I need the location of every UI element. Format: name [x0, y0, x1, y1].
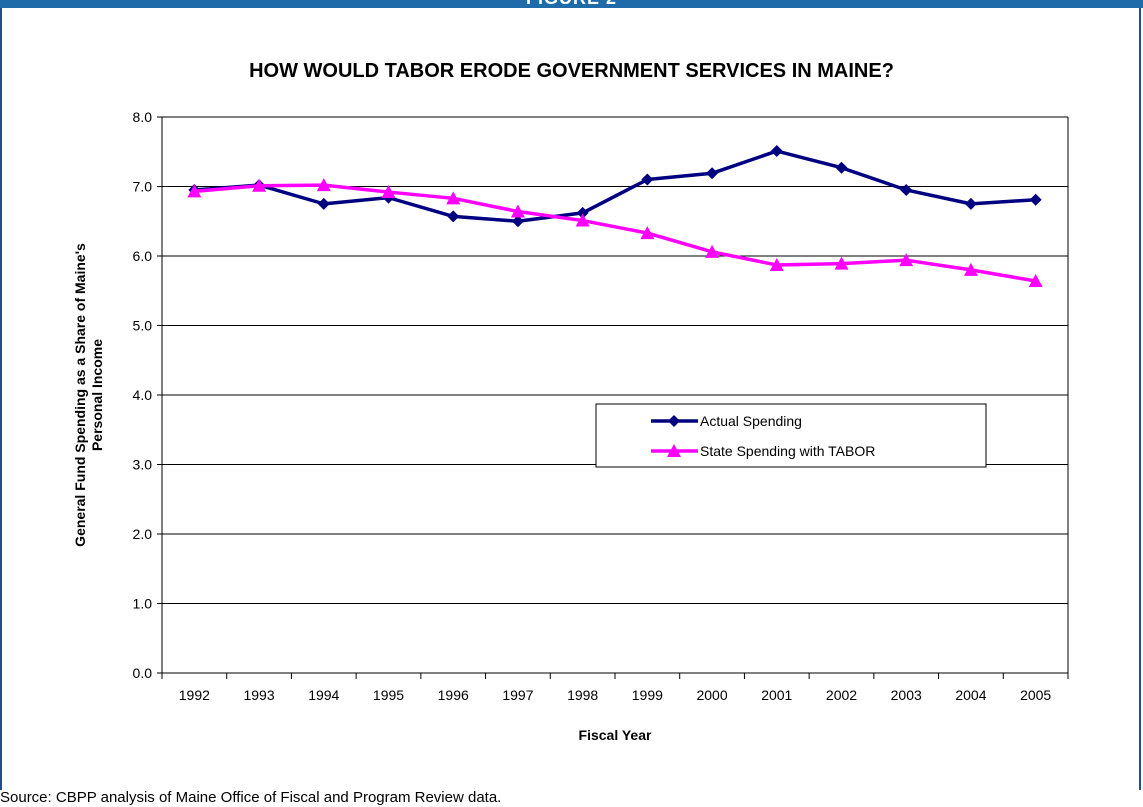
data-point-diamond — [641, 173, 654, 186]
series-layer — [187, 145, 1043, 288]
series-line — [194, 183, 1036, 283]
x-tick-label: 1992 — [179, 687, 210, 703]
y-tick-label: 2.0 — [133, 526, 153, 542]
axes: 0.0 1.0 2.0 3.0 4.0 5.0 6.0 7.0 8.0 1992 1993 1994 1… — [72, 109, 1069, 743]
data-point-diamond — [964, 197, 977, 210]
data-point-triangle — [705, 244, 720, 258]
series-tabor-spending — [187, 178, 1043, 288]
y-tick-label: 6.0 — [133, 248, 153, 264]
y-tick-label: 8.0 — [133, 109, 153, 125]
data-point-diamond — [447, 210, 460, 223]
legend-label: State Spending with TABOR — [700, 443, 875, 459]
x-tick-label: 1999 — [632, 687, 663, 703]
data-point-triangle — [1028, 274, 1043, 288]
figure-banner-text: FIGURE 2 — [0, 0, 1143, 8]
source-note: Source: CBPP analysis of Maine Office of… — [0, 789, 502, 806]
y-axis-label: General Fund Spending as a Share of Main… — [72, 243, 105, 547]
data-point-triangle — [510, 204, 525, 218]
x-tick-label: 1994 — [308, 687, 339, 703]
x-tick-label: 2002 — [826, 687, 857, 703]
data-point-diamond — [770, 145, 783, 158]
x-tick-label: 1997 — [502, 687, 533, 703]
data-point-triangle — [316, 178, 331, 192]
legend-label: Actual Spending — [700, 413, 802, 429]
data-point-triangle — [252, 178, 267, 192]
x-tick-label: 1993 — [243, 687, 274, 703]
y-tick-label: 4.0 — [133, 387, 153, 403]
series-line — [194, 149, 1036, 223]
y-axis-label-line: Personal Income — [89, 339, 105, 451]
y-tick-label: 7.0 — [133, 179, 153, 195]
x-tick-label: 1996 — [438, 687, 469, 703]
y-tick-label: 1.0 — [133, 596, 153, 612]
data-point-diamond — [511, 215, 524, 228]
chart-title: HOW WOULD TABOR ERODE GOVERNMENT SERVICE… — [249, 60, 894, 82]
x-tick-label: 1998 — [567, 687, 598, 703]
data-point-diamond — [706, 167, 719, 180]
data-point-diamond — [576, 206, 589, 219]
data-point-triangle — [381, 185, 396, 199]
data-point-diamond — [317, 197, 330, 210]
x-tick-label: 2000 — [696, 687, 727, 703]
y-tick-label: 3.0 — [133, 457, 153, 473]
legend-box — [595, 403, 987, 468]
chart-frame — [0, 0, 1141, 790]
x-tick-label: 2001 — [761, 687, 792, 703]
data-point-triangle — [640, 226, 655, 240]
data-point-triangle — [446, 191, 461, 205]
y-axis-label-line: General Fund Spending as a Share of Main… — [72, 243, 88, 547]
data-point-diamond — [1029, 193, 1042, 206]
y-tick-label: 5.0 — [133, 318, 153, 334]
legend: Actual Spending State Spending with TABOR — [595, 403, 987, 468]
figure-banner: FIGURE 2 — [0, 0, 1143, 8]
data-point-triangle — [834, 256, 849, 270]
data-point-triangle — [187, 184, 202, 198]
x-tick-label: 2003 — [891, 687, 922, 703]
data-point-triangle — [575, 213, 590, 227]
data-point-triangle — [963, 262, 978, 276]
x-tick-label: 2005 — [1020, 687, 1051, 703]
data-point-triangle — [769, 258, 784, 272]
y-tick-label: 0.0 — [133, 665, 153, 681]
x-axis-label: Fiscal Year — [579, 727, 652, 743]
data-point-triangle — [899, 253, 914, 267]
data-point-diamond — [668, 415, 680, 427]
data-point-diamond — [900, 183, 913, 196]
gridlines — [162, 116, 1068, 604]
x-tick-label: 1995 — [373, 687, 404, 703]
x-tick-label: 2004 — [955, 687, 986, 703]
data-point-triangle — [667, 444, 681, 457]
data-point-diamond — [835, 161, 848, 174]
